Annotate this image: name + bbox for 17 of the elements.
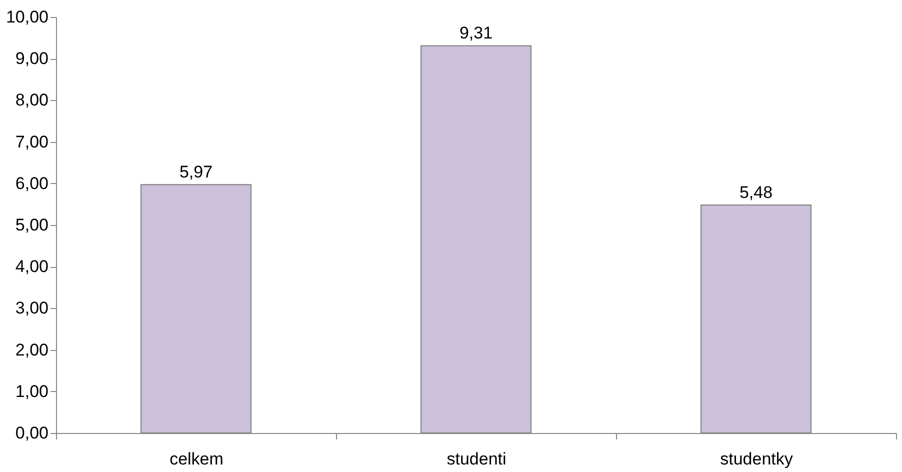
x-tick-label: studenti	[446, 450, 506, 468]
x-tick-label: studentky	[720, 450, 794, 468]
y-tick-label: 4,00	[15, 257, 48, 276]
data-label: 5,97	[179, 162, 213, 182]
y-tick-label: 9,00	[15, 49, 48, 68]
y-tick-label: 10,00	[6, 8, 48, 26]
y-tick-label: 2,00	[15, 340, 48, 360]
data-label: 9,31	[459, 24, 493, 43]
y-tick-label: 6,00	[15, 174, 48, 193]
x-tick-label: celkem	[170, 450, 224, 468]
y-tick-label: 3,00	[15, 298, 48, 318]
y-tick-label: 1,00	[15, 382, 48, 401]
y-tick-label: 7,00	[15, 132, 48, 152]
y-tick-label: 5,00	[15, 216, 48, 234]
y-tick-label: 8,00	[15, 90, 48, 110]
y-tick-label: 0,00	[15, 424, 48, 442]
data-label: 5,48	[739, 183, 773, 202]
